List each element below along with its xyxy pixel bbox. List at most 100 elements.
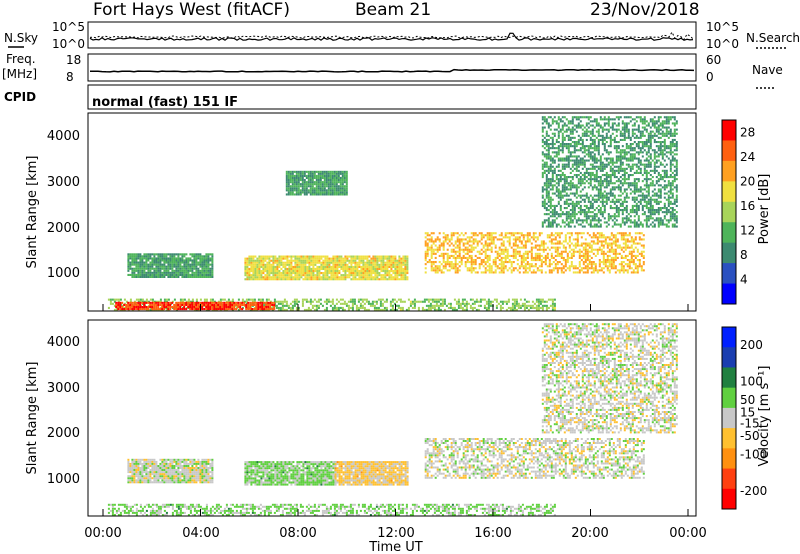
echo-cell <box>573 128 576 131</box>
echo-cell <box>291 170 294 173</box>
echo-cell <box>153 259 156 262</box>
echo-cell <box>537 298 540 301</box>
echo-cell <box>538 246 541 249</box>
echo-cell <box>157 255 160 258</box>
echo-cell <box>549 204 552 207</box>
echo-cell <box>406 278 409 281</box>
echo-cell <box>465 304 468 307</box>
echo-cell <box>524 244 527 247</box>
echo-cell <box>447 306 450 309</box>
echo-cell <box>561 188 564 191</box>
echo-cell <box>575 161 578 164</box>
echo-cell <box>634 242 637 245</box>
echo-cell <box>541 138 544 141</box>
echo-cell <box>604 236 607 239</box>
echo-cell <box>591 165 594 168</box>
nave-tick-top: 60 <box>706 53 721 67</box>
echo-cell <box>594 263 597 266</box>
echo-cell <box>415 300 418 303</box>
echo-cell <box>298 257 301 260</box>
echo-cell <box>324 267 327 270</box>
echo-cell <box>282 265 285 268</box>
echo-cell <box>139 303 142 306</box>
echo-cell <box>322 267 325 270</box>
echo-cell <box>584 256 587 259</box>
echo-cell <box>296 261 299 264</box>
echo-cell <box>351 298 354 301</box>
echo-cell <box>553 143 556 146</box>
echo-cell <box>163 308 166 311</box>
echo-cell <box>466 261 469 264</box>
echo-cell <box>149 261 152 264</box>
echo-cell <box>577 207 580 210</box>
echo-cell <box>584 246 587 249</box>
echo-cell <box>543 213 546 216</box>
echo-cell <box>583 130 586 133</box>
echo-cell <box>141 259 144 262</box>
echo-cell <box>289 172 292 175</box>
echo-cell <box>565 200 568 203</box>
echo-cell <box>337 181 340 184</box>
echo-cell <box>634 232 637 235</box>
echo-cell <box>622 256 625 259</box>
echo-cell <box>370 265 373 268</box>
echo-cell <box>352 261 355 264</box>
echo-cell <box>270 265 273 268</box>
echo-cell <box>219 301 222 304</box>
echo-cell <box>571 207 574 210</box>
echo-cell <box>584 271 587 274</box>
echo-cell <box>185 259 188 262</box>
echo-cell <box>553 116 556 119</box>
echo-cell <box>348 259 351 262</box>
echo-cell <box>526 263 529 266</box>
echo-cell <box>624 246 627 249</box>
echo-cell <box>561 167 564 170</box>
echo-cell <box>630 238 633 241</box>
echo-cell <box>413 304 416 307</box>
echo-cell <box>354 274 357 277</box>
echo-cell <box>502 263 505 266</box>
echo-cell <box>300 265 303 268</box>
echo-cell <box>199 298 202 301</box>
echo-cell <box>529 304 532 307</box>
echo-cell <box>575 157 578 160</box>
echo-cell <box>133 269 136 272</box>
echo-cell <box>592 236 595 239</box>
echo-cell <box>290 257 293 260</box>
echo-cell <box>458 269 461 272</box>
echo-cell <box>303 185 306 188</box>
echo-cell <box>207 261 210 264</box>
echo-cell <box>353 302 356 305</box>
echo-cell <box>267 301 270 304</box>
echo-cell <box>311 170 314 173</box>
echo-cell <box>197 267 200 270</box>
echo-cell <box>602 271 605 274</box>
echo-cell <box>394 257 397 260</box>
echo-cell <box>550 240 553 243</box>
echo-cell <box>570 261 573 264</box>
echo-cell <box>442 259 445 262</box>
echo-cell <box>381 308 384 311</box>
echo-cell <box>316 276 319 279</box>
echo-cell <box>191 263 194 266</box>
echo-cell <box>573 194 576 197</box>
echo-cell <box>636 232 639 235</box>
echo-cell <box>569 132 572 135</box>
echo-cell <box>543 147 546 150</box>
echo-cell <box>601 213 604 216</box>
echo-cell <box>591 225 594 228</box>
echo-cell <box>274 261 277 264</box>
echo-cell <box>568 250 571 253</box>
echo-cell <box>440 242 443 245</box>
echo-cell <box>588 246 591 249</box>
echo-cell <box>272 276 275 279</box>
echo-cell <box>484 248 487 251</box>
echo-cell <box>559 143 562 146</box>
echo-cell <box>523 302 526 305</box>
echo-cell <box>342 276 345 279</box>
echo-cell <box>388 278 391 281</box>
echo-cell <box>187 301 190 304</box>
echo-cell <box>534 240 537 243</box>
echo-cell <box>157 267 160 270</box>
echo-cell <box>559 178 562 181</box>
